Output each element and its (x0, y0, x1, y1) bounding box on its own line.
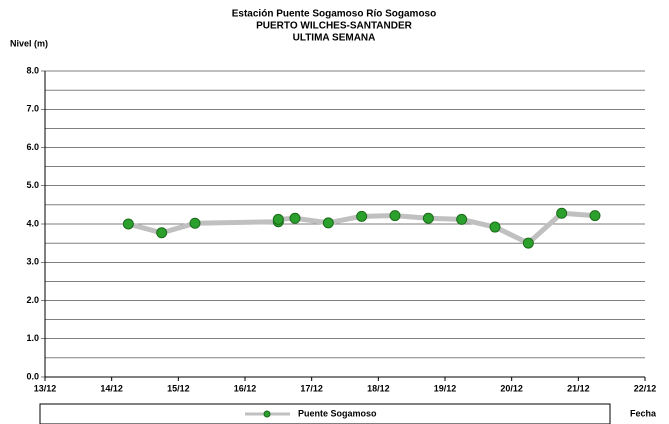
point (589, 210, 601, 222)
y-tick-label: 0.0 (26, 371, 39, 381)
y-tick-label: 3.0 (26, 257, 39, 267)
x-tick-label: 13/12 (34, 383, 57, 393)
x-tick-label: 21/12 (567, 383, 590, 393)
x-tick-label: 14/12 (100, 383, 123, 393)
point (489, 221, 501, 233)
y-tick-label: 8.0 (26, 65, 39, 75)
point (189, 217, 201, 229)
x-tick-label: 20/12 (500, 383, 523, 393)
point (522, 237, 534, 249)
y-tick-label: 2.0 (26, 295, 39, 305)
point (156, 227, 168, 239)
y-tick-label: 4.0 (26, 218, 39, 228)
x-axis-label: Fecha (630, 408, 657, 418)
point (389, 210, 401, 222)
point (289, 212, 301, 224)
x-tick-label: 15/12 (167, 383, 190, 393)
legend-marker (263, 410, 271, 418)
point (322, 217, 334, 229)
chart-title: Estación Puente Sogamoso Río Sogamoso (232, 9, 436, 20)
point (272, 213, 284, 225)
x-tick-label: 16/12 (234, 383, 257, 393)
point (122, 218, 134, 230)
y-tick-label: 1.0 (26, 333, 39, 343)
legend-label: Puente Sogamoso (298, 408, 377, 418)
point (456, 213, 468, 225)
point (422, 212, 434, 224)
legend-box (39, 403, 611, 424)
x-tick-label: 17/12 (300, 383, 323, 393)
x-tick-label: 18/12 (367, 383, 390, 393)
y-tick-label: 6.0 (26, 142, 39, 152)
x-tick-label: 19/12 (434, 383, 457, 393)
point (356, 210, 368, 222)
chart-subtitle: ULTIMA SEMANA (293, 33, 376, 44)
point (556, 207, 568, 219)
chart-subtitle: PUERTO WILCHES-SANTANDER (256, 21, 413, 32)
y-axis-label: Nivel (m) (10, 38, 48, 48)
y-tick-label: 5.0 (26, 180, 39, 190)
y-tick-label: 7.0 (26, 104, 39, 114)
x-tick-label: 22/12 (634, 383, 657, 393)
